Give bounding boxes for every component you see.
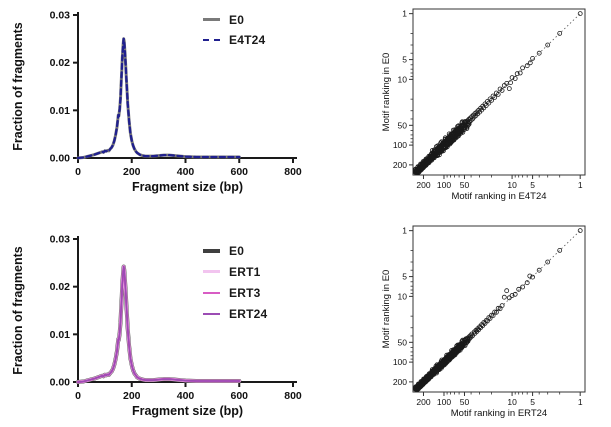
panel-fragment-size-e4t24: 0.00 0.01 0.02 0.03 0 200 400 600 800 Fragment si… (0, 0, 345, 214)
legend-swatch-e4t24 (203, 38, 220, 41)
legend-swatch-ert1 (203, 270, 220, 273)
svg-text:10: 10 (507, 397, 517, 407)
legend-item-ert3: ERT3 (203, 285, 267, 300)
svg-text:100: 100 (393, 357, 407, 367)
legend-label-e0: E0 (229, 243, 245, 258)
svg-text:800: 800 (284, 390, 302, 402)
svg-text:5: 5 (402, 272, 407, 282)
svg-text:0.02: 0.02 (50, 281, 71, 293)
y-axis-label: Motif ranking in E0 (381, 53, 392, 132)
legend-e4t24: E0 E4T24 (203, 12, 266, 47)
svg-text:100: 100 (437, 397, 451, 407)
legend-swatch-ert3 (203, 291, 220, 294)
svg-text:5: 5 (530, 397, 535, 407)
svg-text:10: 10 (507, 180, 517, 190)
scatter-points (413, 11, 583, 175)
svg-text:200: 200 (393, 160, 407, 170)
svg-text:100: 100 (393, 140, 407, 150)
panel-motif-ranking-e4t24: 1 1 5 5 10 10 50 50 100 100 200 200 Motif ranking in… (345, 0, 611, 214)
svg-text:10: 10 (398, 74, 408, 84)
legend-item-ert1: ERT1 (203, 264, 267, 279)
svg-text:800: 800 (284, 166, 302, 178)
legend-label-ert1: ERT1 (229, 264, 261, 279)
legend-swatch-e0 (203, 18, 220, 21)
svg-text:100: 100 (437, 180, 451, 190)
motif-ranking-scatter-ert24: 1 1 5 5 10 10 50 50 100 100 200 200 Motif ranking in… (381, 225, 586, 419)
svg-text:0.03: 0.03 (50, 234, 71, 246)
svg-text:200: 200 (416, 180, 430, 190)
x-axis-label: Fragment size (bp) (132, 404, 243, 418)
plot-frame (412, 8, 586, 176)
svg-text:200: 200 (123, 390, 141, 402)
svg-text:200: 200 (393, 377, 407, 387)
legend-item-ert24: ERT24 (203, 306, 268, 321)
svg-text:0.00: 0.00 (50, 377, 71, 389)
legend-label-e0: E0 (229, 12, 245, 27)
svg-text:400: 400 (177, 166, 195, 178)
legend-swatch-e0 (203, 248, 220, 253)
x-axis-label: Motif ranking in ERT24 (451, 408, 547, 419)
legend-label-e4t24: E4T24 (229, 32, 266, 47)
svg-text:1: 1 (578, 180, 583, 190)
panel-fragment-size-ert: 0.00 0.01 0.02 0.03 0 200 400 600 800 Fragment si… (0, 224, 345, 427)
x-axis-label: Motif ranking in E4T24 (451, 191, 546, 202)
y-axis-label: Motif ranking in E0 (381, 270, 392, 349)
svg-text:1: 1 (578, 397, 583, 407)
fragment-size-chart-e4t24: 0.00 0.01 0.02 0.03 0 200 400 600 800 Fragment si… (11, 10, 302, 195)
series-E0 (76, 37, 241, 160)
svg-text:0.02: 0.02 (50, 57, 71, 69)
legend-item-e0: E0 (203, 243, 267, 258)
motif-ranking-scatter-e4t24: 1 1 5 5 10 10 50 50 100 100 200 200 Motif ranking in… (381, 8, 586, 202)
svg-text:0.00: 0.00 (50, 153, 71, 165)
svg-text:50: 50 (460, 397, 470, 407)
svg-text:5: 5 (402, 55, 407, 65)
panel-motif-ranking-ert24: 1 1 5 5 10 10 50 50 100 100 200 200 Motif ranking in… (345, 217, 611, 427)
x-axis-label: Fragment size (bp) (132, 180, 243, 194)
scatter-points (413, 228, 583, 392)
svg-text:0.01: 0.01 (50, 329, 71, 341)
y-axis-label: Fraction of fragments (11, 22, 25, 151)
series-ERT24 (77, 265, 241, 383)
legend-label-ert3: ERT3 (229, 285, 261, 300)
svg-text:50: 50 (398, 120, 408, 130)
legend-label-ert24: ERT24 (229, 306, 268, 321)
svg-text:0: 0 (75, 166, 81, 178)
svg-text:0.01: 0.01 (50, 105, 71, 117)
svg-text:10: 10 (398, 291, 408, 301)
y-axis-label: Fraction of fragments (11, 246, 25, 375)
svg-text:1: 1 (402, 226, 407, 236)
svg-text:200: 200 (123, 166, 141, 178)
svg-text:50: 50 (460, 180, 470, 190)
svg-text:200: 200 (416, 397, 430, 407)
svg-text:50: 50 (398, 337, 408, 347)
fragment-size-chart-ert: 0.00 0.01 0.02 0.03 0 200 400 600 800 Fragment si… (11, 234, 302, 419)
svg-text:0: 0 (75, 390, 81, 402)
svg-text:600: 600 (230, 166, 248, 178)
legend-item-e4t24: E4T24 (203, 32, 266, 47)
svg-text:1: 1 (402, 9, 407, 19)
plot-frame (412, 225, 586, 393)
svg-text:0.03: 0.03 (50, 10, 71, 22)
series-E4T24 (76, 37, 241, 160)
legend-swatch-ert24 (203, 312, 220, 315)
svg-text:600: 600 (230, 390, 248, 402)
svg-text:5: 5 (530, 180, 535, 190)
svg-text:400: 400 (177, 390, 195, 402)
legend-item-e0: E0 (203, 12, 265, 27)
legend-ert: E0 ERT1 ERT3 ERT24 (203, 243, 268, 321)
